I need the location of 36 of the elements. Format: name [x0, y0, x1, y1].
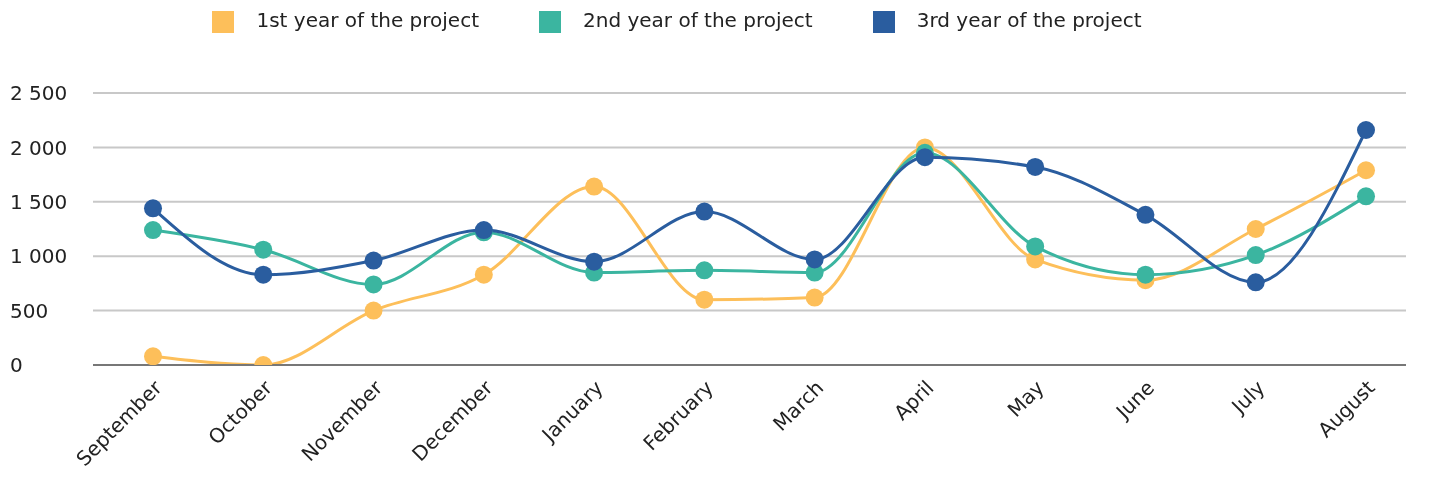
point — [1246, 246, 1265, 265]
point — [254, 265, 273, 284]
point — [144, 347, 162, 365]
point — [364, 301, 383, 320]
point — [805, 288, 824, 307]
legend-label: 2nd year of the project — [583, 8, 813, 32]
point — [1136, 205, 1155, 224]
point — [1357, 187, 1375, 206]
y-tick-label: 2 500 — [10, 81, 68, 106]
point — [1357, 161, 1375, 180]
point — [144, 221, 162, 240]
point — [254, 240, 273, 259]
legend-label: 3rd year of the project — [916, 8, 1142, 32]
legend-label: 1st year of the project — [256, 8, 480, 32]
y-tick-label: 500 — [10, 298, 49, 323]
point — [144, 199, 162, 218]
point — [915, 148, 934, 167]
point — [585, 177, 604, 196]
y-tick-label: 1 500 — [10, 189, 68, 214]
y-tick-label: 1 000 — [10, 244, 68, 269]
point — [1357, 120, 1375, 139]
y-tick-label: 0 — [10, 353, 23, 378]
point — [1136, 265, 1155, 284]
point — [1026, 157, 1045, 176]
point — [585, 252, 604, 271]
point — [805, 250, 824, 269]
point — [1246, 273, 1265, 292]
y-tick-label: 2 000 — [10, 135, 68, 160]
point — [1026, 237, 1045, 256]
point — [474, 265, 493, 284]
point — [364, 251, 383, 270]
point — [695, 202, 714, 221]
point — [1246, 220, 1265, 238]
point — [695, 290, 714, 309]
point — [364, 275, 383, 294]
point — [695, 261, 714, 280]
